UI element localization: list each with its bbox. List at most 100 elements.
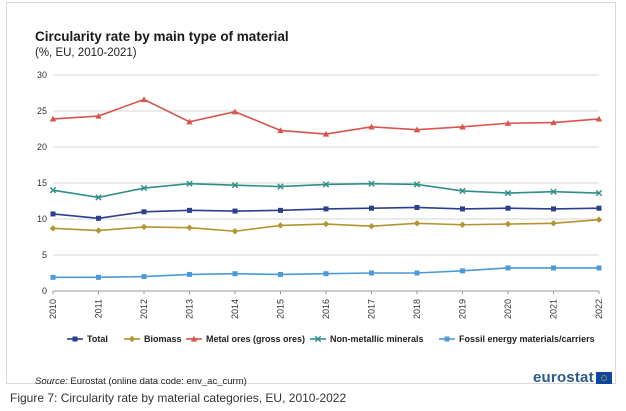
data-point: [50, 274, 56, 280]
data-point: [277, 127, 284, 134]
data-point: [596, 205, 602, 211]
data-point: [504, 220, 512, 228]
x-tick-label: 2015: [276, 299, 286, 319]
source-text: Eurostat (online data code: env_ac_curm): [70, 376, 247, 387]
data-point: [322, 130, 330, 137]
data-point: [49, 115, 57, 122]
data-point: [50, 211, 56, 217]
data-point: [95, 194, 102, 201]
data-point: [186, 224, 193, 231]
data-point: [369, 270, 374, 276]
data-point: [505, 205, 511, 211]
data-point: [140, 184, 148, 192]
x-tick-label: 2016: [321, 299, 331, 319]
data-point: [323, 206, 329, 212]
data-point: [414, 270, 420, 276]
data-point: [187, 271, 192, 277]
data-point: [49, 225, 57, 232]
data-point: [96, 274, 101, 280]
data-point: [323, 271, 329, 277]
eu-flag-icon: [595, 371, 612, 384]
data-point: [459, 123, 466, 130]
data-point: [505, 265, 511, 271]
y-tick-label: 5: [42, 250, 47, 260]
line-chart: 0 5 10 15 20 25 30 2010 2011 2012 2013 2014 2015 2016…: [37, 70, 604, 344]
data-point: [232, 271, 238, 277]
data-point: [186, 118, 193, 125]
data-point: [413, 126, 421, 133]
legend-marker: [190, 335, 198, 342]
legend-label: Metal ores (gross ores): [206, 334, 305, 344]
data-point: [595, 189, 603, 197]
data-point: [232, 208, 238, 214]
data-point: [368, 180, 375, 187]
data-point: [322, 181, 330, 188]
legend-label: Fossil energy materials/carriers: [459, 334, 595, 344]
data-point: [278, 207, 283, 213]
y-tick-label: 30: [37, 70, 47, 80]
data-point: [140, 96, 148, 103]
data-point: [231, 228, 239, 235]
x-tick-label: 2021: [549, 299, 559, 319]
chart-source: Source: Eurostat (online data code: env_…: [35, 376, 247, 387]
data-point: [550, 188, 557, 195]
series-line: [52, 182, 600, 199]
x-tick-label: 2020: [503, 299, 513, 319]
legend-label: Total: [87, 334, 108, 344]
logo-text: eurostat: [533, 369, 594, 386]
y-tick-label: 10: [37, 214, 47, 224]
data-point: [231, 108, 239, 115]
data-point: [504, 120, 512, 126]
data-point: [278, 271, 283, 277]
source-label: Source:: [35, 376, 68, 387]
x-tick-label: 2010: [48, 299, 58, 319]
data-point: [595, 216, 603, 223]
x-tick-label: 2019: [458, 299, 468, 319]
data-point: [551, 206, 556, 212]
data-point: [551, 265, 556, 271]
data-point: [186, 180, 193, 187]
legend-marker: [444, 336, 450, 342]
data-point: [413, 220, 421, 227]
data-point: [596, 265, 602, 271]
data-point: [504, 189, 512, 197]
legend-label: Biomass: [144, 334, 182, 344]
data-point: [550, 220, 557, 227]
data-point: [277, 183, 284, 190]
data-point: [322, 220, 330, 228]
chart-subtitle: (%, EU, 2010-2021): [35, 47, 137, 59]
data-point: [95, 112, 102, 119]
data-point: [368, 223, 375, 230]
y-tick-label: 25: [37, 106, 47, 116]
legend-marker: [128, 335, 136, 343]
legend-label: Non-metallic minerals: [330, 334, 424, 344]
data-point: [459, 187, 466, 195]
x-tick-label: 2012: [139, 299, 149, 319]
series-line: [52, 98, 600, 135]
data-point: [187, 207, 192, 213]
legend-marker: [314, 335, 322, 343]
chart-title: Circularity rate by main type of materia…: [35, 29, 289, 44]
data-point: [140, 223, 148, 231]
data-point: [49, 187, 57, 194]
x-tick-label: 2011: [94, 299, 104, 318]
data-point: [231, 181, 239, 189]
data-point: [414, 204, 420, 210]
x-tick-label: 2017: [367, 299, 377, 319]
data-point: [413, 181, 421, 188]
chart-card: 0 5 10 15 20 25 30 2010 2011 2012 2013 2014 2015 2016…: [6, 2, 616, 387]
data-point: [95, 227, 102, 234]
x-tick-label: 2022: [594, 299, 604, 319]
data-point: [460, 268, 465, 274]
y-tick-label: 0: [42, 286, 47, 296]
data-point: [277, 222, 284, 229]
figure-caption: Figure 7: Circularity rate by material c…: [10, 391, 347, 405]
data-point: [459, 221, 466, 228]
y-tick-label: 20: [37, 142, 47, 152]
data-point: [141, 209, 147, 215]
data-point: [368, 123, 375, 130]
data-point: [460, 206, 465, 212]
data-point: [96, 215, 101, 221]
data-point: [595, 115, 603, 122]
data-point: [141, 274, 147, 280]
